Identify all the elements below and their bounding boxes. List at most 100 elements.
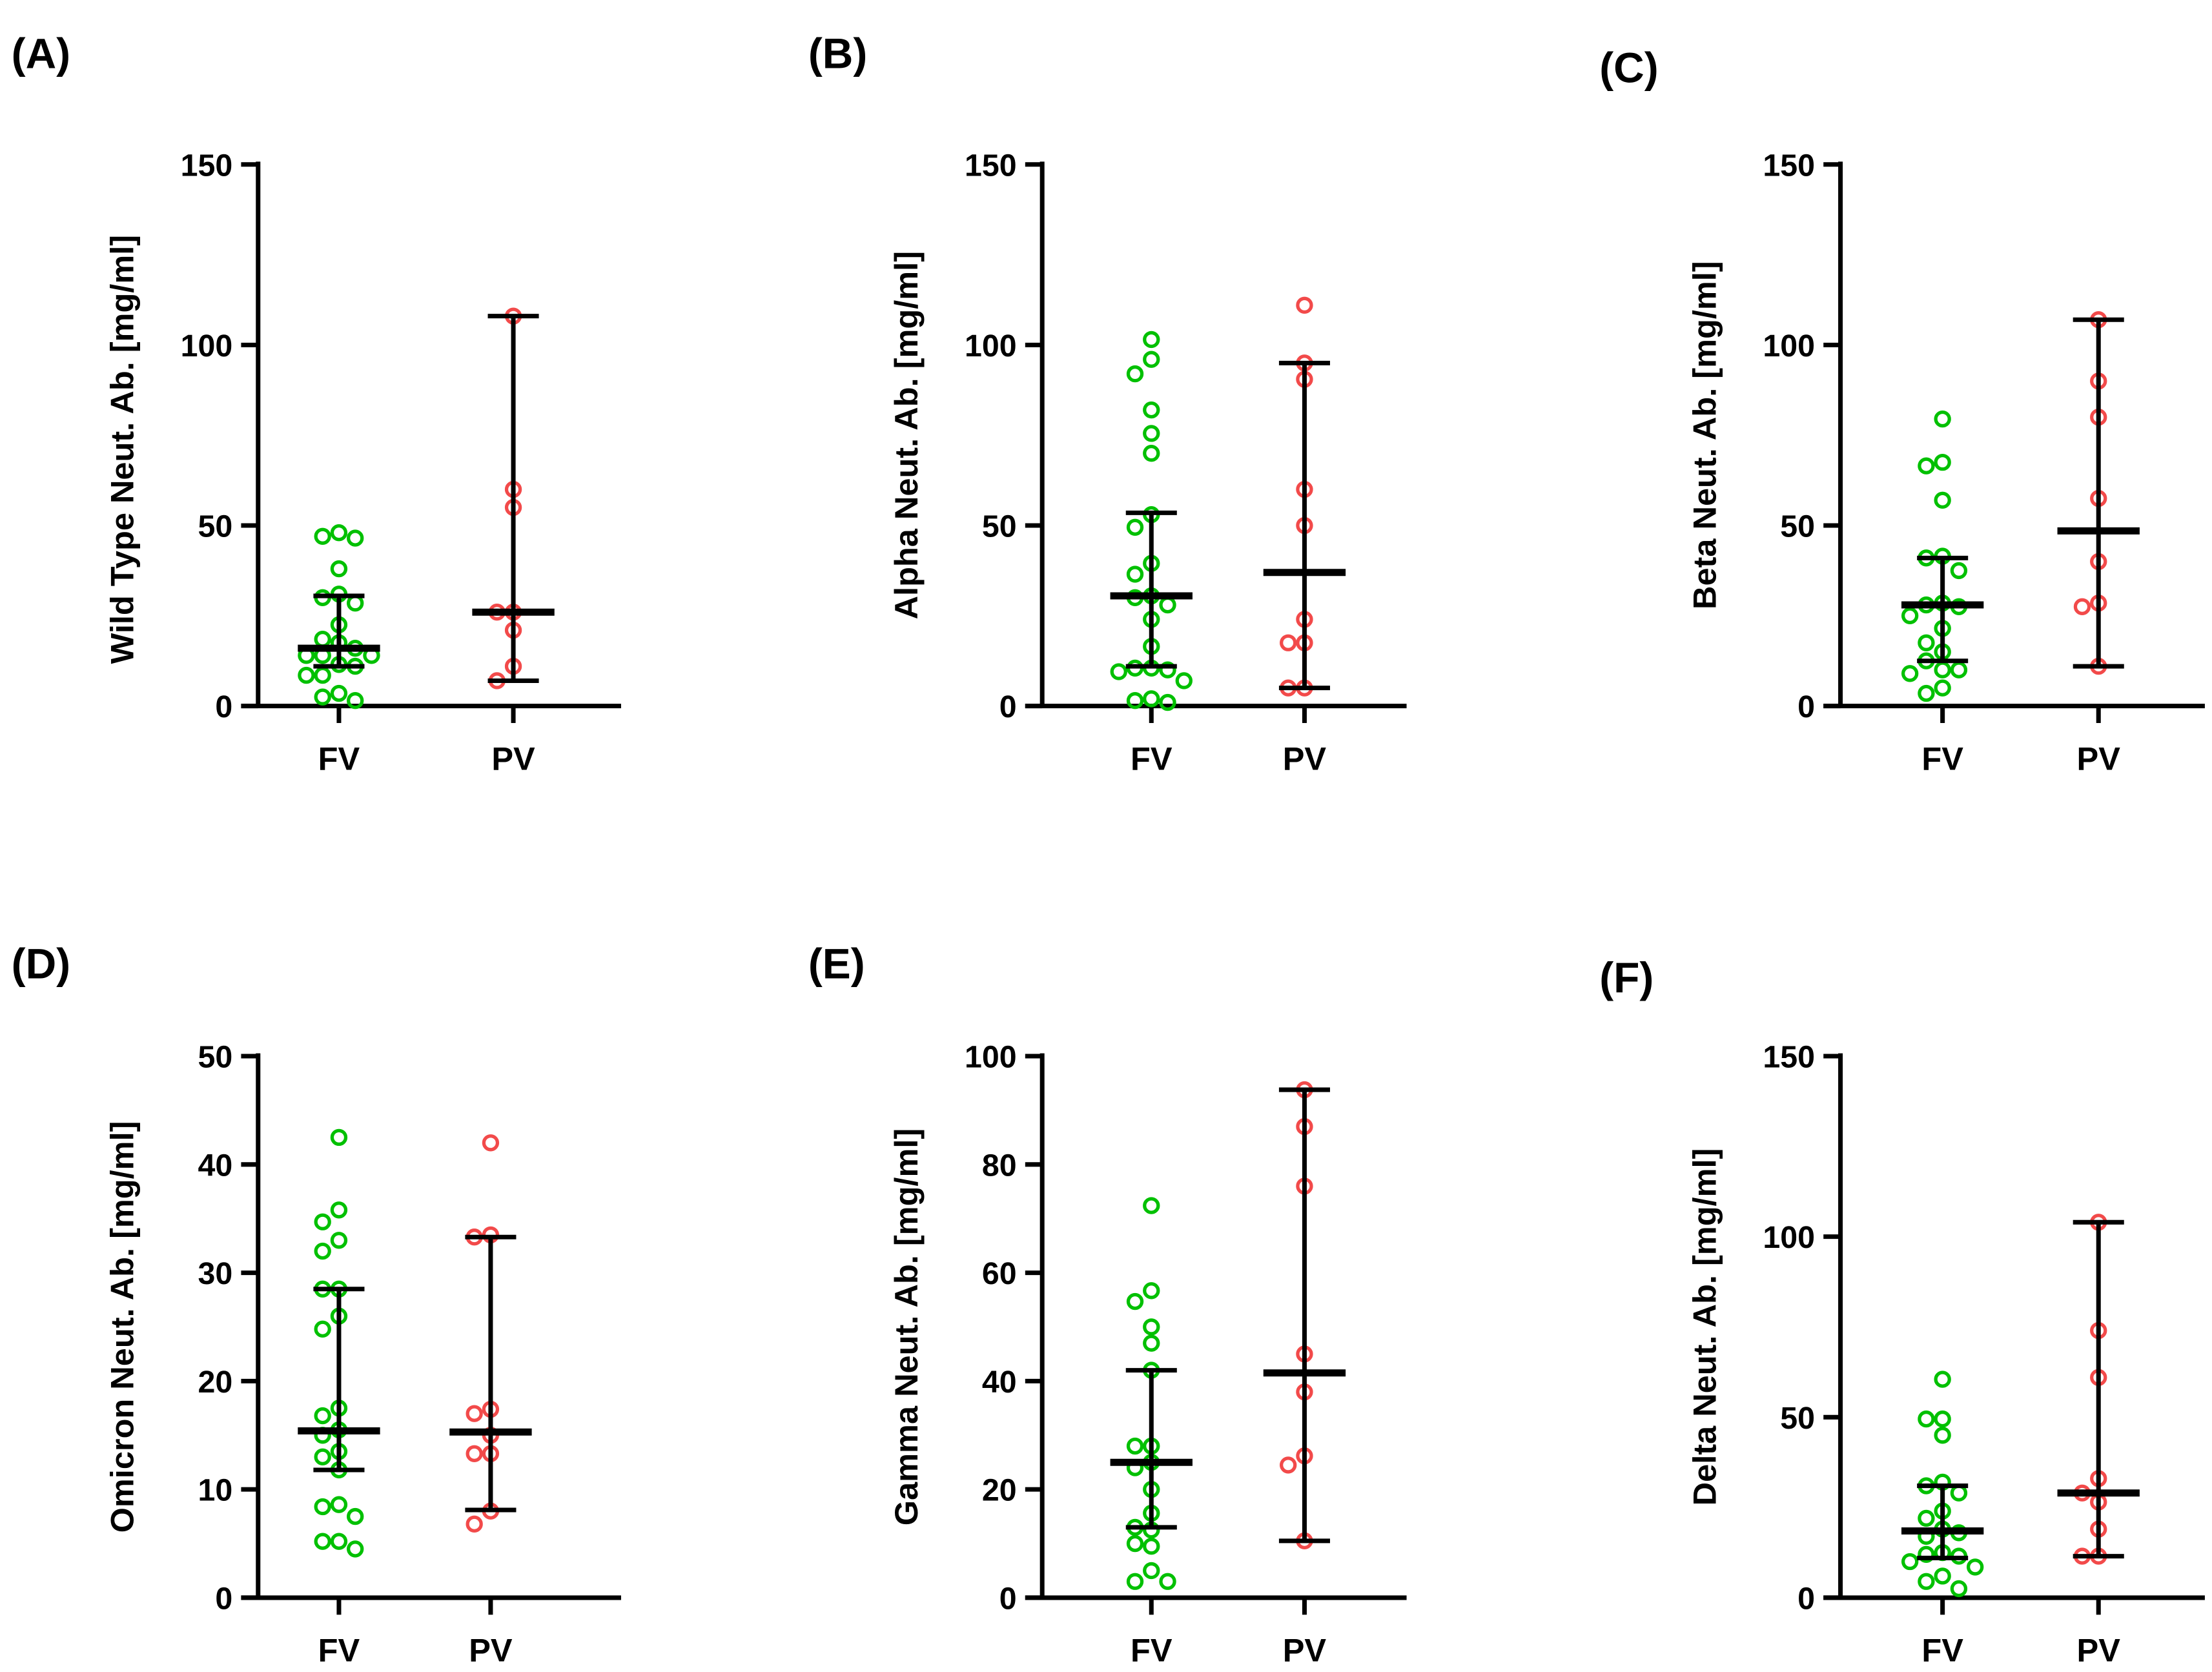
x-tick-label-fv: FV (318, 740, 360, 777)
y-tick-label: 20 (982, 1473, 1017, 1508)
data-point (1966, 1558, 1984, 1576)
panel-label: (E) (808, 939, 865, 987)
data-point (347, 595, 364, 612)
x-tick-label-fv: FV (1921, 740, 1963, 777)
y-tick-label: 40 (198, 1148, 233, 1183)
y-tick-label: 60 (982, 1256, 1017, 1291)
x-tick-label-pv: PV (2077, 1632, 2121, 1669)
data-point (1143, 425, 1160, 442)
data-point (314, 1320, 331, 1338)
data-point (1159, 1573, 1176, 1590)
x-tick-label-fv: FV (318, 1632, 360, 1669)
y-axis-title: Omicron Neut. Ab. [mg/ml] (104, 1121, 141, 1533)
y-axis-title: Alpha Neut. Ab. [mg/ml] (888, 251, 925, 619)
data-point (314, 1213, 331, 1230)
data-point (1934, 661, 1951, 678)
data-point (1950, 1484, 1968, 1502)
panel-b: (B) 0 50 100 150 Alpha Neut. Ab. [mg/ml] FV PV (808, 29, 1407, 777)
y-tick-label: 100 (181, 329, 233, 363)
data-point (1126, 365, 1144, 383)
panel-e: (E) 0 20 40 60 80 100 Gamma Neut. Ab. [mg/ml] FV… (808, 939, 1407, 1669)
data-point (466, 1445, 483, 1462)
series-fv (298, 524, 380, 709)
panel-label: (C) (1599, 43, 1658, 91)
data-point (1143, 690, 1160, 708)
data-point (330, 1201, 348, 1219)
data-point (1126, 518, 1144, 536)
data-point (330, 560, 348, 578)
data-point (314, 1498, 331, 1516)
data-point (1143, 1562, 1160, 1580)
panel-label: (A) (12, 29, 70, 77)
data-point (466, 1515, 483, 1533)
data-point (1126, 692, 1144, 709)
data-point (1126, 566, 1144, 583)
data-point (314, 666, 331, 684)
x-tick-label-pv: PV (1283, 1632, 1327, 1669)
series-pv (472, 307, 555, 689)
data-point (314, 1533, 331, 1550)
y-tick-label: 0 (1797, 1581, 1815, 1616)
data-point (347, 692, 364, 709)
y-tick-label: 150 (965, 148, 1017, 183)
data-point (1143, 444, 1160, 462)
y-tick-label: 0 (215, 689, 232, 724)
y-axis-title: Beta Neut. Ab. [mg/ml] (1686, 261, 1723, 609)
data-point (330, 524, 348, 542)
panel-d: (D) 0 10 20 30 40 50 Omicron Neut. Ab. [mg/ml] F… (12, 939, 621, 1669)
data-point (1280, 1456, 1297, 1474)
series-pv (1263, 1081, 1346, 1550)
y-axis-title: Gamma Neut. Ab. [mg/ml] (888, 1128, 925, 1525)
y-tick-label: 100 (965, 329, 1017, 363)
data-point (1934, 1427, 1951, 1444)
series-fv (1901, 1371, 1984, 1598)
data-point (1934, 1371, 1951, 1388)
y-axis-title: Delta Neut. Ab. [mg/ml] (1686, 1148, 1723, 1506)
data-point (1143, 351, 1160, 368)
data-point (1175, 672, 1193, 689)
x-tick-label-fv: FV (1131, 740, 1173, 777)
data-point (1143, 1197, 1160, 1214)
data-point (314, 1448, 331, 1465)
data-point (1143, 401, 1160, 419)
data-point (1143, 1282, 1160, 1300)
series-fv (298, 1128, 380, 1558)
data-point (1126, 1437, 1144, 1455)
y-tick-label: 150 (181, 148, 233, 183)
data-point (1918, 1509, 1935, 1527)
x-tick-label-pv: PV (1283, 740, 1327, 777)
data-point (298, 666, 315, 684)
x-tick-label-pv: PV (491, 740, 535, 777)
data-point (1159, 661, 1176, 678)
series-pv (1263, 296, 1346, 697)
y-axis-title: Wild Type Neut. Ab. [mg/ml] (104, 235, 141, 664)
data-point (330, 1533, 348, 1550)
data-point (1901, 665, 1919, 682)
data-point (1126, 1534, 1144, 1553)
data-point (466, 1405, 483, 1422)
y-tick-label: 100 (965, 1040, 1017, 1075)
panel-f: (F) 0 50 100 150 Delta Neut. Ab. [mg/ml] FV PV (1599, 953, 2205, 1669)
data-point (1934, 1410, 1951, 1428)
panel-c: (C) 0 50 100 150 Beta Neut. Ab. [mg/ml] FV PV (1599, 43, 2205, 777)
y-tick-label: 40 (982, 1365, 1017, 1400)
data-point (1934, 410, 1951, 428)
y-tick-label: 20 (198, 1365, 233, 1400)
y-tick-label: 10 (198, 1473, 233, 1508)
data-point (1280, 634, 1297, 651)
y-tick-label: 0 (999, 1581, 1017, 1616)
data-point (314, 1242, 331, 1260)
x-tick-label-pv: PV (2077, 740, 2121, 777)
data-point (1934, 679, 1951, 697)
x-tick-label-fv: FV (1131, 1632, 1173, 1669)
y-tick-label: 50 (1780, 1401, 1815, 1436)
data-point (314, 527, 331, 545)
data-point (1950, 562, 1968, 580)
y-tick-label: 0 (215, 1581, 232, 1616)
data-point (330, 1128, 348, 1147)
data-point (330, 684, 348, 702)
data-point (1901, 1553, 1919, 1571)
y-tick-label: 150 (1763, 148, 1815, 183)
x-tick-label-fv: FV (1921, 1632, 1963, 1669)
